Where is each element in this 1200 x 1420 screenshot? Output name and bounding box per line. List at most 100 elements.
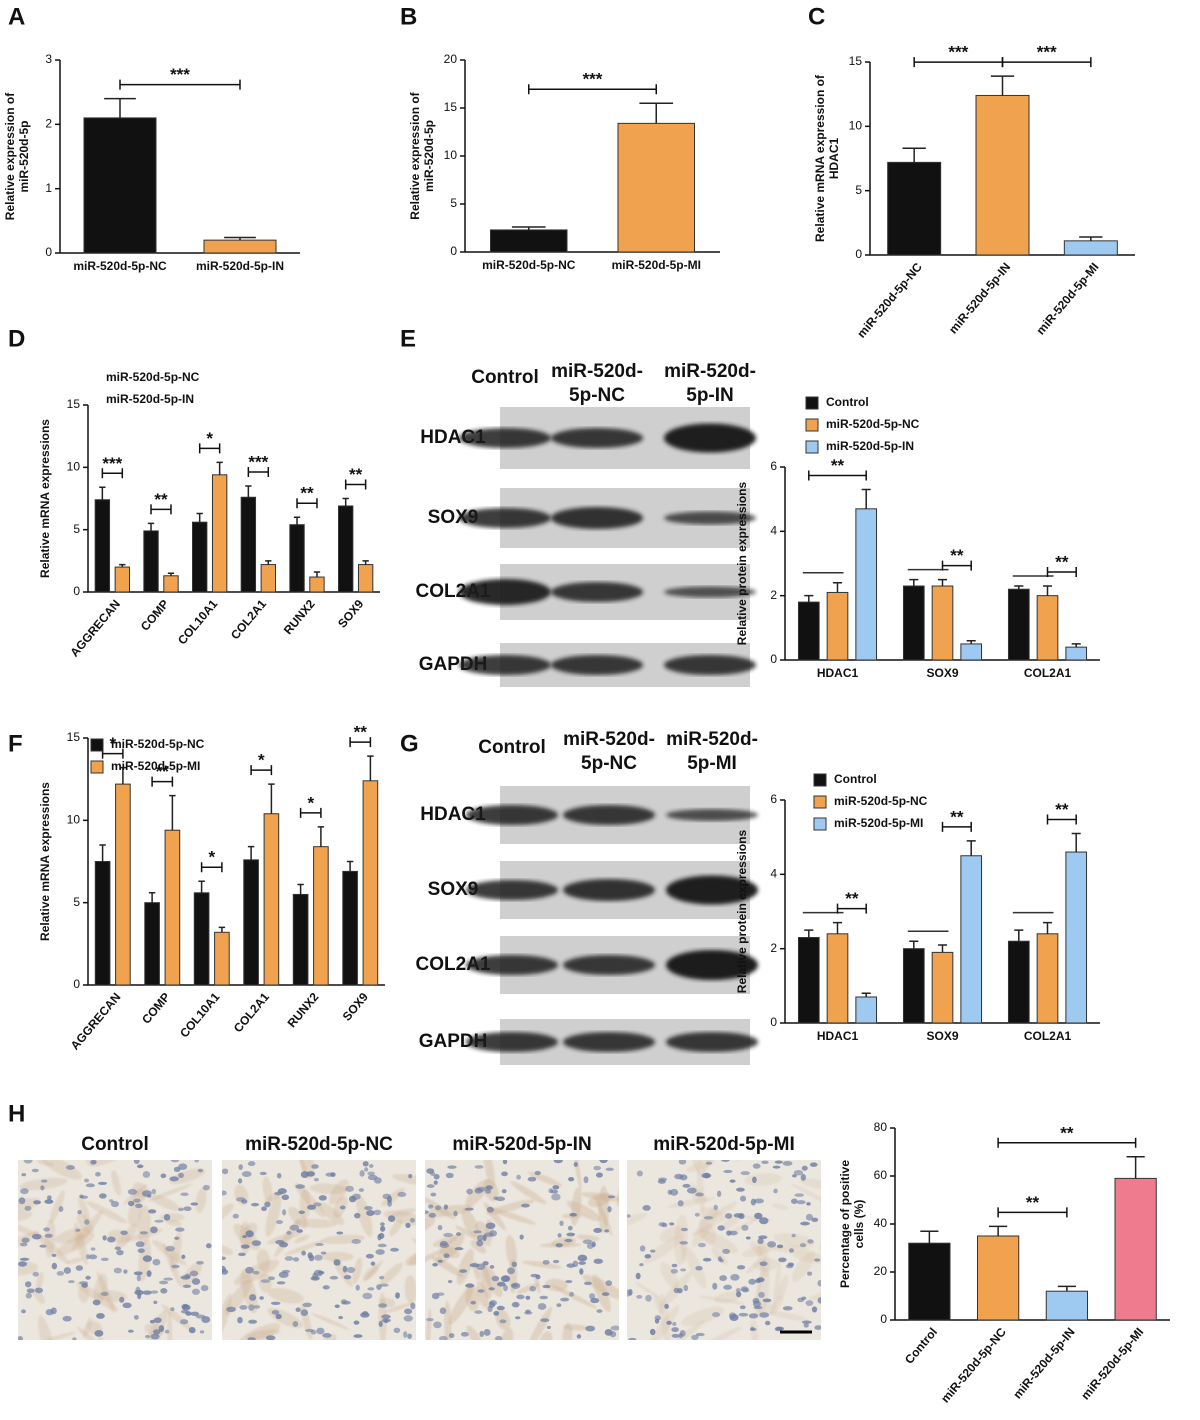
x-tick-label: COL10A1 <box>175 597 221 648</box>
cell <box>433 1180 438 1185</box>
cell <box>170 1307 175 1312</box>
matrix <box>486 1206 537 1225</box>
cell <box>759 1261 768 1267</box>
x-tick-label: miR-520d-5p-NC <box>482 258 576 272</box>
cell <box>163 1277 174 1281</box>
cell <box>259 1171 267 1176</box>
cell <box>437 1259 443 1263</box>
micrograph <box>18 1107 212 1340</box>
matrix <box>78 1196 91 1224</box>
cell <box>639 1245 646 1252</box>
cell <box>740 1171 750 1176</box>
cell <box>46 1195 52 1200</box>
cell <box>298 1210 306 1215</box>
cell <box>627 1214 632 1218</box>
cell <box>409 1217 415 1223</box>
cell <box>20 1188 29 1195</box>
cell <box>735 1288 741 1293</box>
cell <box>801 1320 812 1324</box>
cell <box>800 1221 810 1226</box>
matrix <box>222 1203 234 1228</box>
cell <box>639 1263 644 1267</box>
cell <box>814 1325 821 1331</box>
cell <box>364 1167 369 1172</box>
cell <box>790 1198 798 1204</box>
cell <box>345 1185 354 1192</box>
blot-column-label: 5p-NC <box>569 385 625 406</box>
matrix <box>483 1160 496 1189</box>
matrix <box>696 1168 706 1213</box>
matrix <box>93 1273 108 1305</box>
error-bar <box>297 883 304 895</box>
cell <box>268 1276 275 1281</box>
error-bar <box>937 578 948 587</box>
cell <box>491 1275 500 1282</box>
cell <box>181 1254 186 1259</box>
cell <box>679 1241 688 1245</box>
cell <box>322 1333 332 1338</box>
cell <box>313 1177 319 1182</box>
blot-band <box>466 1032 558 1052</box>
matrix <box>115 1223 139 1250</box>
cell <box>793 1170 804 1176</box>
cell <box>809 1162 818 1167</box>
cell <box>354 1212 361 1219</box>
cell <box>552 1259 560 1264</box>
matrix <box>741 1244 777 1258</box>
cell <box>596 1309 603 1313</box>
error-bar <box>804 594 814 603</box>
bar <box>975 94 1030 256</box>
cell <box>752 1297 760 1304</box>
cell <box>680 1227 688 1232</box>
cell <box>189 1270 199 1277</box>
cell <box>178 1207 184 1212</box>
cell <box>222 1168 229 1175</box>
matrix <box>90 1107 116 1131</box>
matrix <box>404 1248 416 1266</box>
cell <box>565 1279 573 1284</box>
cell <box>425 1210 429 1214</box>
cell <box>750 1326 755 1331</box>
error-bar <box>362 560 369 565</box>
x-tick-label: AGGRECAN <box>68 990 124 1053</box>
significance-bracket <box>941 821 972 832</box>
x-tick-label: SOX9 <box>926 1029 958 1043</box>
bar <box>797 601 820 661</box>
y-tick-label: 10 <box>67 460 81 474</box>
cell <box>18 1197 26 1205</box>
cell <box>26 1288 35 1294</box>
cell <box>807 1271 813 1276</box>
cell <box>758 1235 768 1240</box>
cell <box>304 1328 314 1333</box>
cell <box>455 1232 462 1237</box>
cell <box>245 1266 254 1274</box>
cell <box>801 1296 807 1301</box>
cell <box>281 1269 291 1274</box>
cell <box>758 1291 765 1299</box>
y-tick-label: 2 <box>45 117 52 131</box>
cell <box>410 1302 416 1310</box>
cell <box>182 1284 192 1288</box>
cell <box>736 1187 745 1192</box>
cell <box>317 1270 325 1275</box>
error-bar <box>909 940 919 949</box>
cell <box>338 1315 343 1320</box>
cell <box>265 1335 276 1340</box>
legend-label: Control <box>834 772 877 786</box>
cell <box>295 1307 301 1313</box>
cell <box>139 1231 148 1235</box>
cell <box>84 1219 90 1225</box>
matrix <box>318 1202 345 1226</box>
cell <box>759 1312 770 1318</box>
significance-bracket <box>198 443 221 454</box>
cell <box>194 1160 200 1163</box>
significance-label: ** <box>1055 553 1069 572</box>
cell <box>358 1188 365 1192</box>
matrix <box>684 1246 707 1289</box>
cell <box>485 1185 493 1190</box>
cell <box>353 1320 360 1325</box>
x-tick-label: miR-520d-5p-NC <box>73 259 167 273</box>
blot-band <box>563 955 655 975</box>
cell <box>241 1199 248 1204</box>
matrix <box>674 1214 688 1266</box>
